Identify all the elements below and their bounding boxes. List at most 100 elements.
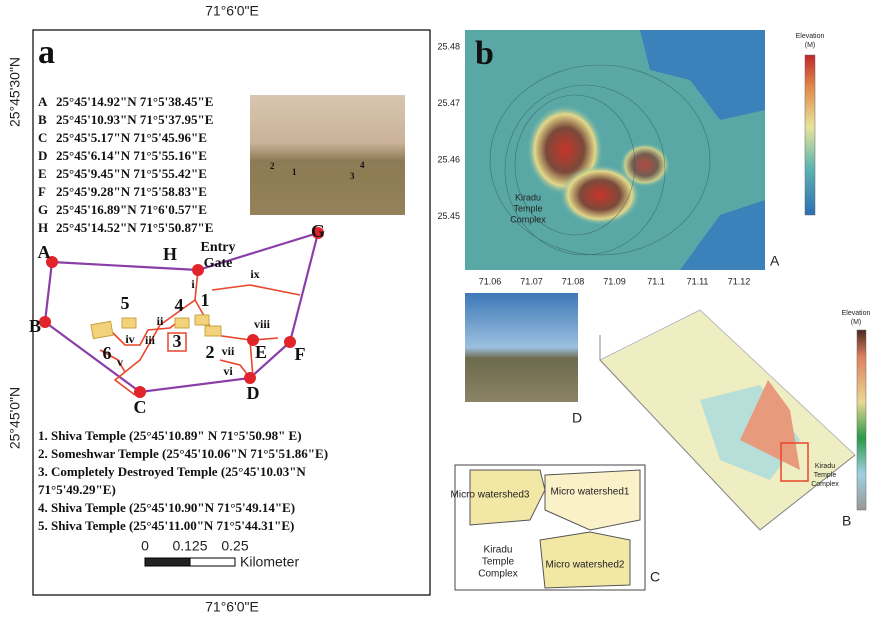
figure: 71°6'0"E 71°6'0"E 25°45'30"N 25°45'0"N a…: [0, 0, 873, 623]
colorbar-title: Elevation: [796, 33, 825, 40]
coordinate: 25°45'9.28"N 71°5'58.83"E: [56, 184, 207, 199]
annotation: Complex: [510, 214, 546, 224]
point-id: A: [38, 94, 48, 109]
panel-c: Micro watershed3 Micro watershed1 Micro wa…: [451, 465, 661, 590]
point-label: H: [163, 244, 177, 264]
scale-tick: 0.125: [172, 538, 207, 554]
longitude-label: 71°6'0"E: [205, 599, 259, 615]
colorbar-title: Elevation: [842, 310, 871, 317]
photo-ground: [250, 170, 405, 215]
x-tick-label: 71.08: [562, 276, 585, 286]
map-point: [192, 264, 204, 276]
temple-number: 6: [103, 343, 112, 363]
coordinate: 25°45'14.92"N 71°5'38.45"E: [56, 94, 213, 109]
temple-entry: 4. Shiva Temple (25°45'10.90"N 71°5'49.1…: [38, 500, 295, 515]
corner-label: D: [572, 410, 582, 426]
point-id: C: [38, 130, 47, 145]
temple-entry: 71°5'49.29"E): [38, 482, 116, 497]
x-tick-label: 71.12: [728, 276, 751, 286]
point-id: B: [38, 112, 47, 127]
path-label: ix: [250, 267, 259, 281]
annotation: Kiradu: [515, 192, 541, 202]
point-label: A: [38, 242, 51, 262]
point-label: C: [134, 397, 147, 417]
gate-label: Gate: [204, 256, 233, 271]
colorbar-title: (M): [805, 42, 816, 49]
longitude-label: 71°6'0"E: [205, 3, 259, 19]
point-id: E: [38, 166, 47, 181]
coordinate: 25°45'16.89"N 71°6'0.57"E: [56, 202, 207, 217]
point-label: E: [255, 342, 267, 362]
point-label: D: [247, 383, 260, 403]
temple-entry: 1. Shiva Temple (25°45'10.89" N 71°5'50.…: [38, 428, 302, 443]
x-tick-label: 71.07: [520, 276, 543, 286]
photo-number: 3: [350, 171, 355, 181]
point-label: F: [295, 344, 306, 364]
y-tick-label: 25.45: [437, 211, 460, 221]
temple-number: 3: [173, 331, 182, 351]
temple-number: 5: [121, 293, 130, 313]
scale-bar: [145, 558, 235, 566]
coordinate: 25°45'5.17"N 71°5'45.96"E: [56, 130, 207, 145]
point-id: D: [38, 148, 47, 163]
path-label: ii: [157, 314, 164, 328]
panel-label: a: [38, 34, 55, 71]
x-tick-label: 71.1: [647, 276, 665, 286]
latitude-label: 25°45'30"N: [7, 57, 23, 127]
point-id: F: [38, 184, 46, 199]
scale-tick: 0: [141, 538, 149, 554]
coordinate: 25°45'10.93"N 71°5'37.95"E: [56, 112, 213, 127]
photo-number: 2: [270, 161, 275, 171]
panel-a: 71°6'0"E 71°6'0"E 25°45'30"N 25°45'0"N a…: [7, 3, 430, 615]
coordinate: 25°45'14.52"N 71°5'50.87"E: [56, 220, 213, 235]
point-id: G: [38, 202, 48, 217]
point-label: B: [29, 316, 41, 336]
photo-number: 1: [292, 167, 297, 177]
watershed-label: Micro watershed2: [546, 560, 625, 571]
watershed-label: Micro watershed3: [451, 490, 530, 501]
path-label: iv: [125, 332, 134, 346]
annotation: Kiradu: [484, 545, 513, 556]
point-label: G: [311, 221, 325, 241]
temple-entry: 5. Shiva Temple (25°45'11.00"N 71°5'44.3…: [38, 518, 294, 533]
latitude-label: 25°45'0"N: [7, 387, 23, 449]
point-id: H: [38, 220, 48, 235]
colorbar: [805, 55, 815, 215]
path-label: iii: [145, 333, 156, 347]
temple-number: 2: [206, 342, 215, 362]
temple-number: 4: [175, 295, 184, 315]
corner-label: A: [770, 253, 780, 269]
annotation: Temple: [513, 203, 542, 213]
watershed-label: Micro watershed1: [551, 487, 630, 498]
coordinate: 25°45'6.14"N 71°5'55.16"E: [56, 148, 207, 163]
temple-entry: 3. Completely Destroyed Temple (25°45'10…: [38, 464, 306, 479]
scale-tick: 0.25: [221, 538, 248, 554]
y-tick-label: 25.47: [437, 98, 460, 108]
x-tick-label: 71.11: [687, 276, 709, 286]
gate-label: Entry: [201, 240, 236, 255]
landscape-photo: [465, 293, 578, 402]
x-tick-label: 71.09: [603, 276, 626, 286]
coordinate: 25°45'9.45"N 71°5'55.42"E: [56, 166, 207, 181]
annotation: Temple: [482, 557, 515, 568]
photo-number: 4: [360, 160, 365, 170]
annotation: Temple: [814, 472, 837, 479]
path-label: vii: [222, 344, 235, 358]
colorbar-title: (M): [851, 319, 862, 326]
annotation: Complex: [811, 481, 839, 488]
temple-entry: 2. Someshwar Temple (25°45'10.06"N 71°5'…: [38, 446, 328, 461]
annotation: Kiradu: [815, 463, 835, 470]
corner-label: B: [842, 513, 851, 529]
path-label: v: [117, 355, 123, 369]
annotation: Complex: [478, 569, 517, 580]
y-tick-label: 25.46: [437, 154, 460, 164]
path-label: vi: [223, 364, 233, 378]
corner-label: C: [650, 569, 660, 585]
colorbar: [857, 330, 866, 510]
y-tick-label: 25.48: [437, 41, 460, 51]
temple-number: 1: [201, 290, 210, 310]
panel-label: b: [475, 35, 494, 72]
path-label: viii: [254, 317, 271, 331]
scale-unit: Kilometer: [240, 554, 299, 570]
x-tick-label: 71.06: [479, 276, 502, 286]
